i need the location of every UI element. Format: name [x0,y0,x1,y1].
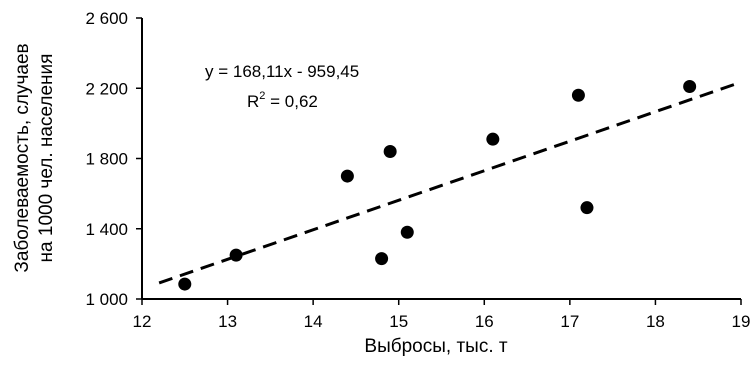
data-point [229,248,243,262]
x-tick-label: 16 [475,312,494,331]
x-tick-label: 14 [304,312,323,331]
data-point [571,88,585,102]
x-tick-label: 12 [133,312,152,331]
x-tick-label: 15 [389,312,408,331]
x-tick-label: 18 [646,312,665,331]
data-point [178,277,192,291]
y-tick-label: 2 600 [85,9,128,28]
data-point [400,225,414,239]
trendline [158,80,742,285]
ticks: 12 13 14 15 16 17 18 19 1 000 1 400 1 800 2 200 2 60… [85,9,750,331]
data-point [486,132,500,146]
data-point [683,79,697,93]
y-tick-label: 1 400 [85,220,128,239]
x-tick-label: 19 [732,312,751,331]
x-tick-label: 13 [218,312,237,331]
r-squared-sup: 2 [259,90,265,102]
r-squared-label: R [247,92,259,111]
trend-equation: y = 168,11x - 959,45 [205,62,359,81]
x-tick-label: 17 [560,312,579,331]
y-axis-title-line2: на 1000 чел. населения [36,54,57,263]
r-squared: R2 = 0,62 [247,90,318,111]
y-tick-label: 2 200 [85,79,128,98]
data-point [340,169,354,183]
x-axis-title: Выбросы, тыс. т [364,336,507,357]
r-squared-value: = 0,62 [265,92,317,111]
data-points [178,79,697,291]
data-point [580,201,594,215]
trendline-group [158,80,742,285]
data-point [375,252,389,266]
data-point [383,144,397,158]
y-tick-label: 1 800 [85,150,128,169]
y-axis-title-line1: Заболеваемость, случаев [12,43,33,272]
y-tick-label: 1 000 [85,290,128,309]
